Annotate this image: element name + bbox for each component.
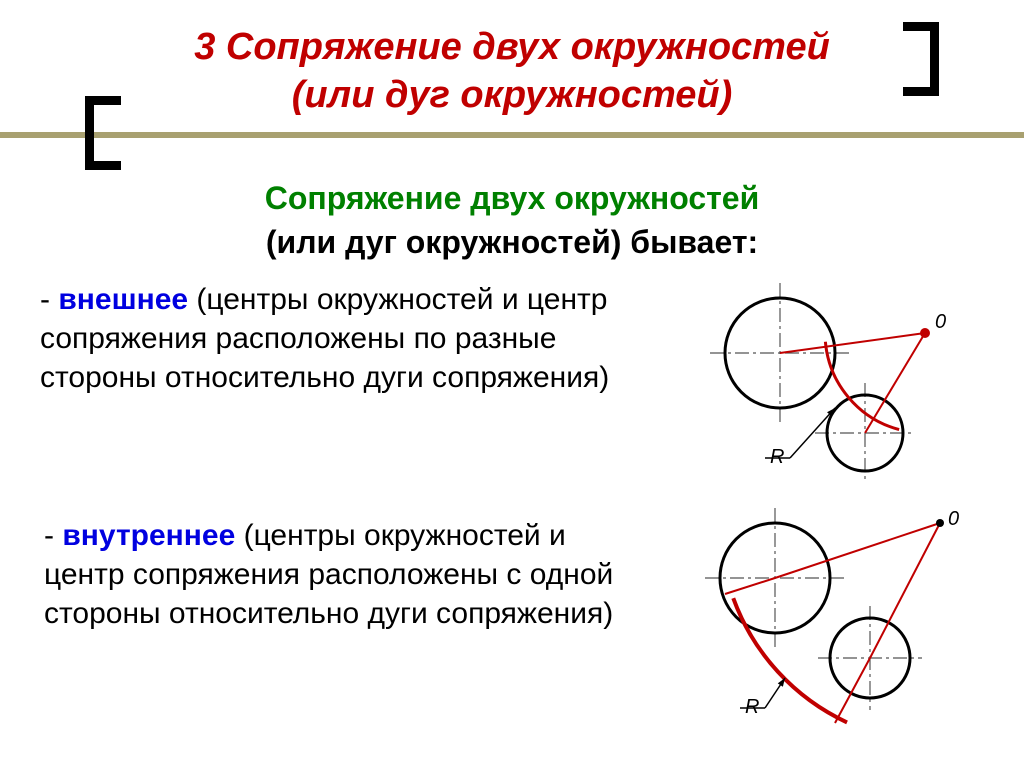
item-external: - внешнее (центры окружностей и центр со… [40,280,610,397]
item-internal: - внутреннее (центры окружностей и центр… [44,516,614,633]
title-line2: (или дуг окружностей) [292,74,733,116]
title-line1: 3 Сопряжение двух окружностей [194,26,830,68]
subtitle-green: Сопряжение двух окружностей [0,180,1024,217]
svg-text:0: 0 [935,311,946,333]
keyword-internal: внутреннее [62,519,235,552]
horizontal-rule [0,132,1024,138]
dash: - [40,283,58,316]
subtitle-black: (или дуг окружностей) бывает: [0,224,1024,261]
dash: - [44,519,62,552]
diagram-internal: 0R [670,498,960,728]
slide-title: 3 Сопряжение двух окружностей (или дуг о… [0,24,1024,119]
svg-text:R: R [745,696,759,718]
svg-text:0: 0 [948,508,959,530]
keyword-external: внешнее [58,283,188,316]
diagram-external: 0R [670,278,960,488]
svg-text:R: R [770,446,784,468]
